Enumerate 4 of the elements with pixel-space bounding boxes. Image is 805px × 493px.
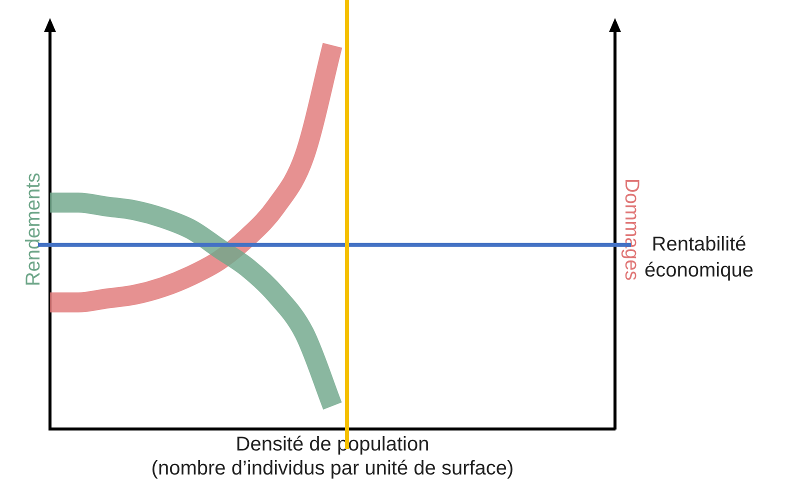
x-axis-title: Densité de population (nombre d’individus par unité de surface) xyxy=(151,434,514,480)
y2-axis-title: Dommages xyxy=(620,178,642,281)
ref-line-label: Rentabilité économique xyxy=(644,233,754,282)
y-axis-title: Rendements xyxy=(22,172,45,286)
